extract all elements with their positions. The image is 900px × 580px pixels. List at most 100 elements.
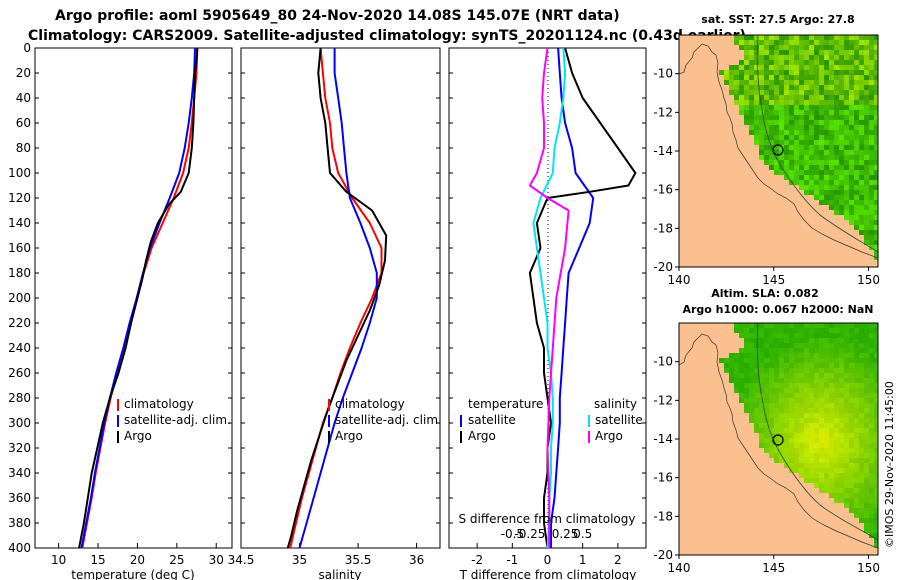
grid-cell [824, 338, 829, 343]
grid-cell [849, 205, 854, 210]
grid-cell [874, 518, 878, 523]
grid-cell [759, 443, 764, 448]
grid-cell [829, 50, 834, 55]
grid-cell [819, 338, 824, 343]
grid-cell [824, 160, 829, 165]
grid-cell [764, 328, 769, 333]
x-tick-label: -1 [506, 553, 518, 567]
grid-cell [739, 70, 744, 75]
grid-cell [799, 115, 804, 120]
grid-cell [779, 428, 784, 433]
grid-cell [814, 463, 819, 468]
grid-cell [764, 85, 769, 90]
grid-cell [749, 403, 754, 408]
grid-cell [814, 165, 819, 170]
grid-cell [799, 135, 804, 140]
grid-cell [829, 433, 834, 438]
grid-cell [794, 40, 799, 45]
grid-cell [784, 463, 789, 468]
grid-cell [739, 358, 744, 363]
grid-cell [789, 120, 794, 125]
grid-cell [874, 433, 878, 438]
grid-cell [864, 155, 869, 160]
grid-cell [824, 383, 829, 388]
grid-cell [839, 65, 844, 70]
grid-cell [859, 35, 864, 40]
grid-cell [869, 215, 874, 220]
grid-cell [849, 388, 854, 393]
grid-cell [839, 160, 844, 165]
grid-cell [839, 408, 844, 413]
grid-cell [774, 338, 779, 343]
grid-cell [814, 60, 819, 65]
grid-cell [849, 210, 854, 215]
grid-cell [734, 323, 739, 328]
grid-cell [764, 403, 769, 408]
sst-map-ticks: 140 145 150-10-12-14-16-18-20 [653, 67, 880, 287]
grid-cell [809, 110, 814, 115]
grid-cell [809, 140, 814, 145]
grid-cell [834, 190, 839, 195]
grid-cell [779, 120, 784, 125]
grid-cell [849, 393, 854, 398]
grid-cell [844, 205, 849, 210]
grid-cell [794, 105, 799, 110]
grid-cell [769, 403, 774, 408]
grid-cell [779, 408, 784, 413]
grid-cell [754, 45, 759, 50]
salinity-legend: climatology satellite-adj. clim. Argo [328, 397, 442, 443]
grid-cell [784, 35, 789, 40]
grid-cell [789, 323, 794, 328]
grid-cell [784, 115, 789, 120]
grid-cell [819, 75, 824, 80]
grid-cell [869, 478, 874, 483]
grid-cell [874, 40, 878, 45]
grid-cell [799, 65, 804, 70]
grid-cell [809, 428, 814, 433]
grid-cell [844, 328, 849, 333]
grid-cell [849, 503, 854, 508]
grid-cell [834, 403, 839, 408]
grid-cell [754, 125, 759, 130]
grid-cell [769, 423, 774, 428]
grid-cell [874, 468, 878, 473]
grid-cell [749, 388, 754, 393]
legend-label: climatology [124, 397, 194, 411]
grid-cell [814, 45, 819, 50]
grid-cell [824, 358, 829, 363]
grid-cell [834, 70, 839, 75]
grid-cell [769, 50, 774, 55]
grid-cell [829, 155, 834, 160]
grid-cell [819, 343, 824, 348]
grid-cell [869, 100, 874, 105]
grid-cell [774, 348, 779, 353]
grid-cell [839, 328, 844, 333]
grid-cell [864, 448, 869, 453]
grid-cell [739, 110, 744, 115]
grid-cell [854, 448, 859, 453]
grid-cell [859, 508, 864, 513]
grid-cell [729, 368, 734, 373]
grid-cell [859, 200, 864, 205]
grid-cell [834, 185, 839, 190]
grid-cell [849, 508, 854, 513]
grid-cell [849, 130, 854, 135]
grid-cell [874, 210, 878, 215]
grid-cell [834, 448, 839, 453]
map-y-tick-label: -10 [653, 355, 673, 369]
grid-cell [749, 373, 754, 378]
grid-cell [869, 443, 874, 448]
grid-cell [844, 478, 849, 483]
grid-cell [869, 205, 874, 210]
grid-cell [859, 338, 864, 343]
grid-cell [799, 338, 804, 343]
grid-cell [819, 368, 824, 373]
grid-cell [834, 75, 839, 80]
grid-cell [814, 150, 819, 155]
grid-cell [874, 75, 878, 80]
grid-cell [824, 195, 829, 200]
grid-cell [849, 413, 854, 418]
grid-cell [864, 110, 869, 115]
grid-cell [804, 125, 809, 130]
grid-cell [819, 90, 824, 95]
